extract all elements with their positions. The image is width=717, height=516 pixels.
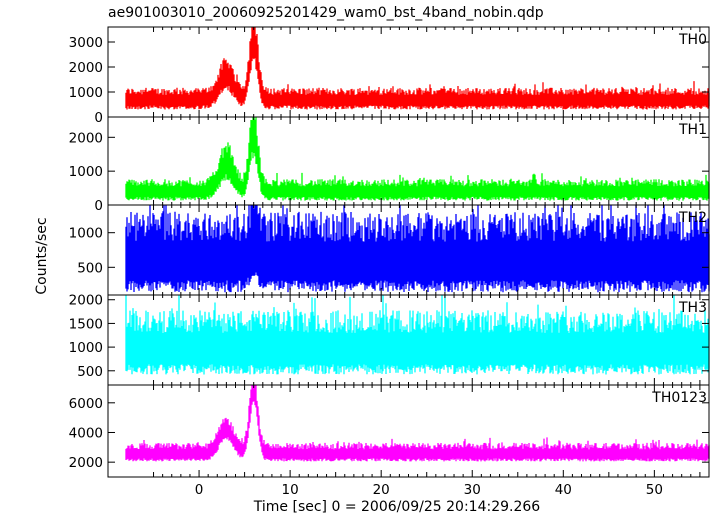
y-tick-label: 6000: [69, 396, 103, 412]
x-tick-label: 30: [464, 482, 481, 498]
y-tick-label: 4000: [69, 425, 103, 441]
y-tick-label: 2000: [69, 455, 103, 471]
x-tick-label: 10: [282, 482, 299, 498]
series-th1-trace: [125, 117, 710, 201]
y-tick-label: 2000: [69, 60, 103, 76]
panel-th0: 0 1000 2000 3000 TH0: [69, 26, 710, 126]
y-axis-label: Counts/sec: [34, 217, 50, 294]
y-tick-label: 0: [94, 110, 103, 126]
panel-th1: 0 1000 2000 TH1: [69, 116, 710, 214]
chart-title: ae901003010_20060925201429_wam0_bst_4ban…: [108, 5, 544, 21]
x-axis-label: Time [sec] 0 = 2006/09/25 20:14:29.266: [253, 499, 541, 515]
y-tick-label: 1000: [69, 340, 103, 356]
y-tick-label: 500: [77, 364, 103, 380]
panel-th3: 500 1000 1500 2000 TH3: [69, 293, 710, 386]
x-tick-label: 50: [646, 482, 663, 498]
y-tick-label: 500: [77, 260, 103, 276]
series-th2-trace: [125, 205, 710, 293]
panel-label-th0: TH0: [678, 32, 707, 48]
y-tick-label: 3000: [69, 35, 103, 51]
panel-th0123: 2000 4000 6000 TH0123: [69, 384, 710, 478]
series-th0123-trace: [125, 385, 710, 462]
panel-th2: 500 1000 TH2: [69, 204, 710, 296]
y-tick-label: 1000: [69, 85, 103, 101]
panel-label-th0123: TH0123: [651, 390, 707, 406]
series-th3-trace: [125, 295, 710, 375]
panel-label-th3: TH3: [678, 300, 707, 316]
y-tick-label: 2000: [69, 130, 103, 146]
y-tick-label: 1500: [69, 316, 103, 332]
x-tick-label: 0: [195, 482, 204, 498]
y-tick-label: 1000: [69, 164, 103, 180]
x-tick-label: 20: [373, 482, 390, 498]
panel-label-th2: TH2: [678, 210, 707, 226]
y-tick-label: 0: [94, 198, 103, 214]
y-tick-label: 1000: [69, 226, 103, 242]
panel-frame: [107, 384, 710, 478]
panel-label-th1: TH1: [678, 122, 707, 138]
y-tick-label: 2000: [69, 293, 103, 309]
series-th0-trace: [125, 27, 710, 110]
x-tick-label: 40: [555, 482, 572, 498]
